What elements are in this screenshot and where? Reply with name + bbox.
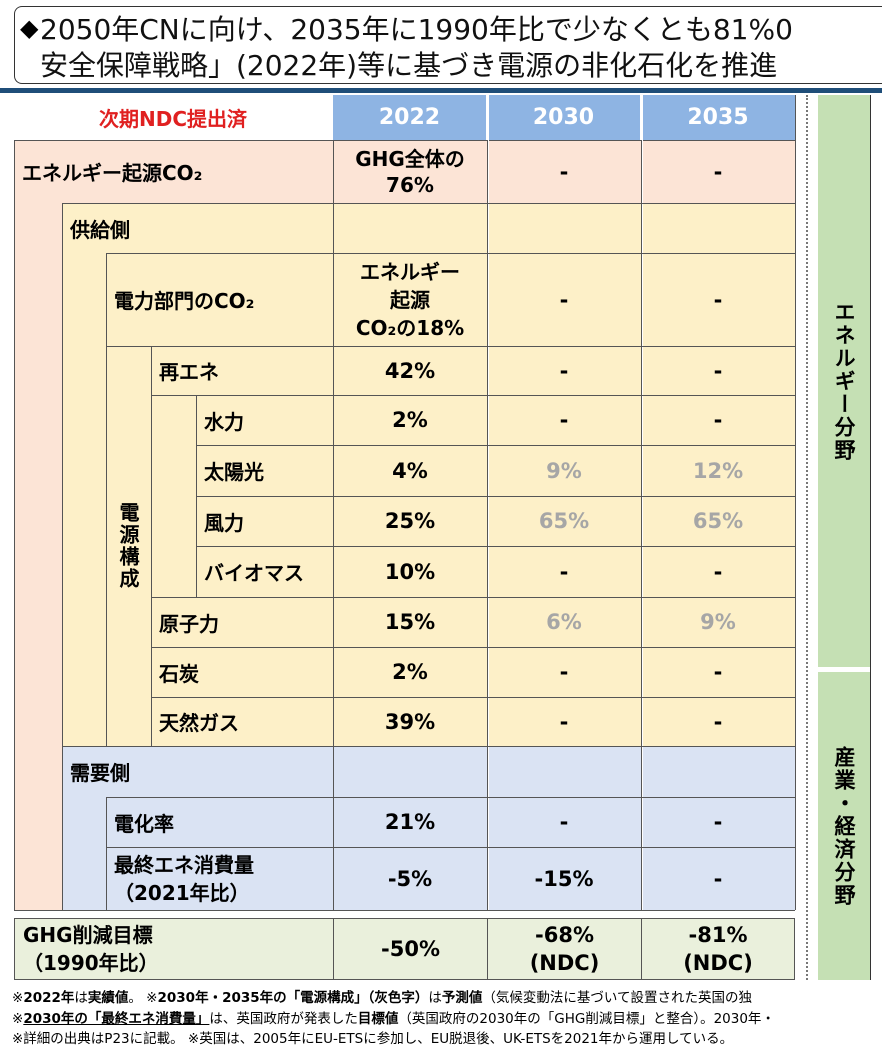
nuclear-2030: 6% (487, 597, 641, 647)
solar-2022: 4% (333, 445, 487, 496)
dotted-separator (806, 95, 808, 980)
side-energy-label: エネルギー分野 (832, 300, 856, 462)
gas-2022: 39% (333, 697, 487, 746)
biomass-2030: - (487, 546, 641, 597)
energy-co2-2035: - (641, 140, 795, 203)
row-label-nuclear: 原子力 (151, 597, 333, 647)
renewables-2030: - (487, 346, 641, 395)
nuclear-2035: 9% (641, 597, 795, 647)
wind-2035: 65% (641, 496, 795, 546)
biomass-2035: - (641, 546, 795, 597)
final-energy-2030: -15% (487, 847, 641, 910)
coal-2022: 2% (333, 647, 487, 697)
row-label-coal: 石炭 (151, 647, 333, 697)
renewables-indent (151, 395, 196, 597)
footnote-2: ※2030年の「最終エネ消費量」は、英国政府が発表した目標値（英国政府の2030… (12, 1010, 775, 1027)
gas-2035: - (641, 697, 795, 746)
biomass-2022: 10% (333, 546, 487, 597)
hydro-2022: 2% (333, 395, 487, 445)
row-label-final-energy: 最終エネ消費量 （2021年比） (106, 847, 333, 910)
renewables-2035: - (641, 346, 795, 395)
row-label-wind: 風力 (196, 496, 333, 546)
supply-indent (62, 203, 106, 746)
final-energy-2022: -5% (333, 847, 487, 910)
ndc-submitted-label: 次期NDC提出済 (98, 107, 248, 131)
row-label-biomass: バイオマス (196, 546, 333, 597)
solar-2035: 12% (641, 445, 795, 496)
side-industry-label: 産業・経済分野 (832, 745, 856, 907)
supply-empty (333, 203, 795, 253)
power-co2-2035: - (641, 253, 795, 346)
side-panel-industry: 産業・経済分野 (818, 672, 870, 980)
coal-2035: - (641, 647, 795, 697)
energy-co2-2030: - (487, 140, 641, 203)
power-co2-2030: - (487, 253, 641, 346)
title-line-2: 安全保障戦略」(2022年)等に基づき電源の非化石化を推進 (40, 49, 778, 82)
row-label-hydro: 水力 (196, 395, 333, 445)
title-box (14, 6, 882, 84)
wind-2022: 25% (333, 496, 487, 546)
row-label-gas: 天然ガス (151, 697, 333, 746)
hydro-2035: - (641, 395, 795, 445)
title-line-1: 2050年CNに向け、2035年に1990年比で少なくとも81%0 (40, 13, 793, 46)
ghg-target-2030: -68% (NDC) (487, 918, 641, 980)
power-co2-2022: エネルギー 起源 CO₂の18% (333, 253, 487, 346)
electrification-2030: - (487, 797, 641, 847)
power-mix-text: 電源構成 (116, 502, 140, 590)
row-label-solar: 太陽光 (196, 445, 333, 496)
wind-2030: 65% (487, 496, 641, 546)
row-label-ghg-target: GHG削減目標 （1990年比） (14, 918, 333, 980)
header-year-2030: 2030 (487, 95, 640, 140)
side-panel-energy: エネルギー分野 (818, 95, 870, 667)
footnote-1: ※2022年は実績値。 ※2030年・2035年の「電源構成」（灰色字）は予測値… (12, 990, 753, 1006)
electrification-2022: 21% (333, 797, 487, 847)
row-label-electrification: 電化率 (106, 797, 333, 847)
bullet-diamond-icon: ◆ (20, 14, 39, 42)
title-banner: ◆ 2050年CNに向け、2035年に1990年比で少なくとも81%0 安全保障… (0, 0, 882, 90)
title-underline-band (0, 88, 882, 93)
row-label-power-co2: 電力部門のCO₂ (106, 253, 333, 346)
row-label-demand: 需要側 (62, 746, 333, 797)
header-year-2035: 2035 (641, 95, 795, 140)
demand-empty (333, 746, 795, 797)
nuclear-2022: 15% (333, 597, 487, 647)
hydro-2030: - (487, 395, 641, 445)
renewables-2022: 42% (333, 346, 487, 395)
footnotes: ※2022年は実績値。 ※2030年・2035年の「電源構成」（灰色字）は予測値… (12, 988, 882, 1050)
ghg-target-2035: -81% (NDC) (641, 918, 795, 980)
final-energy-2035: - (641, 847, 795, 910)
electrification-2035: - (641, 797, 795, 847)
energy-co2-2022: GHG全体の 76% (333, 140, 487, 203)
energy-co2-indent (14, 140, 62, 910)
row-label-renewables: 再エネ (151, 346, 333, 395)
gas-2030: - (487, 697, 641, 746)
right-panel-edge (870, 95, 882, 980)
power-mix-indent (106, 346, 151, 746)
coal-2030: - (487, 647, 641, 697)
power-mix-label: 電源構成 (106, 346, 151, 746)
ghg-target-2022: -50% (333, 918, 487, 980)
row-label-energy-co2: エネルギー起源CO₂ (14, 140, 333, 203)
header-year-2022: 2022 (333, 95, 486, 140)
row-label-supply: 供給側 (62, 203, 333, 253)
footnote-3: ※詳細の出典はP23に記載。 ※英国は、2005年にEU-ETSに参加し、EU脱… (12, 1031, 734, 1047)
solar-2030: 9% (487, 445, 641, 496)
